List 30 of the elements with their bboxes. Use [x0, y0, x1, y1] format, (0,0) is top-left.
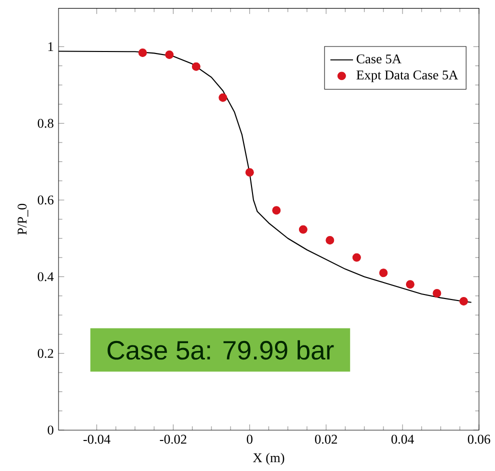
y-tick-label: 1 — [48, 42, 54, 52]
x-tick-label: 0.02 — [315, 434, 337, 444]
x-tick-label: 0.04 — [391, 434, 414, 444]
point — [192, 62, 200, 71]
y-tick-label: 0.2 — [38, 348, 54, 358]
x-tick-label: 0.06 — [468, 434, 490, 444]
y-axis-title: P/P_0 — [18, 204, 28, 235]
point — [245, 168, 254, 177]
point — [432, 288, 442, 298]
point — [138, 48, 147, 58]
point — [326, 236, 334, 245]
x-axis-title: X (m) — [253, 452, 284, 465]
point — [459, 297, 468, 306]
x-tick-label: -0.04 — [83, 434, 110, 444]
y-tick-label: 0.6 — [38, 196, 54, 205]
y-tick-label: 0.8 — [38, 118, 54, 128]
legend-label: Case 5A — [356, 54, 402, 64]
y-tick-label: 0.4 — [38, 272, 54, 282]
x-tick-label: -0.02 — [160, 434, 186, 444]
point — [352, 253, 361, 262]
legend-label: Expt Data Case 5A — [356, 70, 458, 82]
point — [298, 225, 308, 234]
point — [165, 50, 174, 59]
point — [272, 206, 281, 215]
point — [218, 93, 228, 102]
point — [379, 268, 388, 278]
x-tick-label: 0 — [246, 434, 252, 444]
annotation: Case 5a: 79.99 bar — [108, 340, 334, 360]
point — [406, 280, 414, 289]
y-tick-label: 0 — [48, 426, 54, 435]
